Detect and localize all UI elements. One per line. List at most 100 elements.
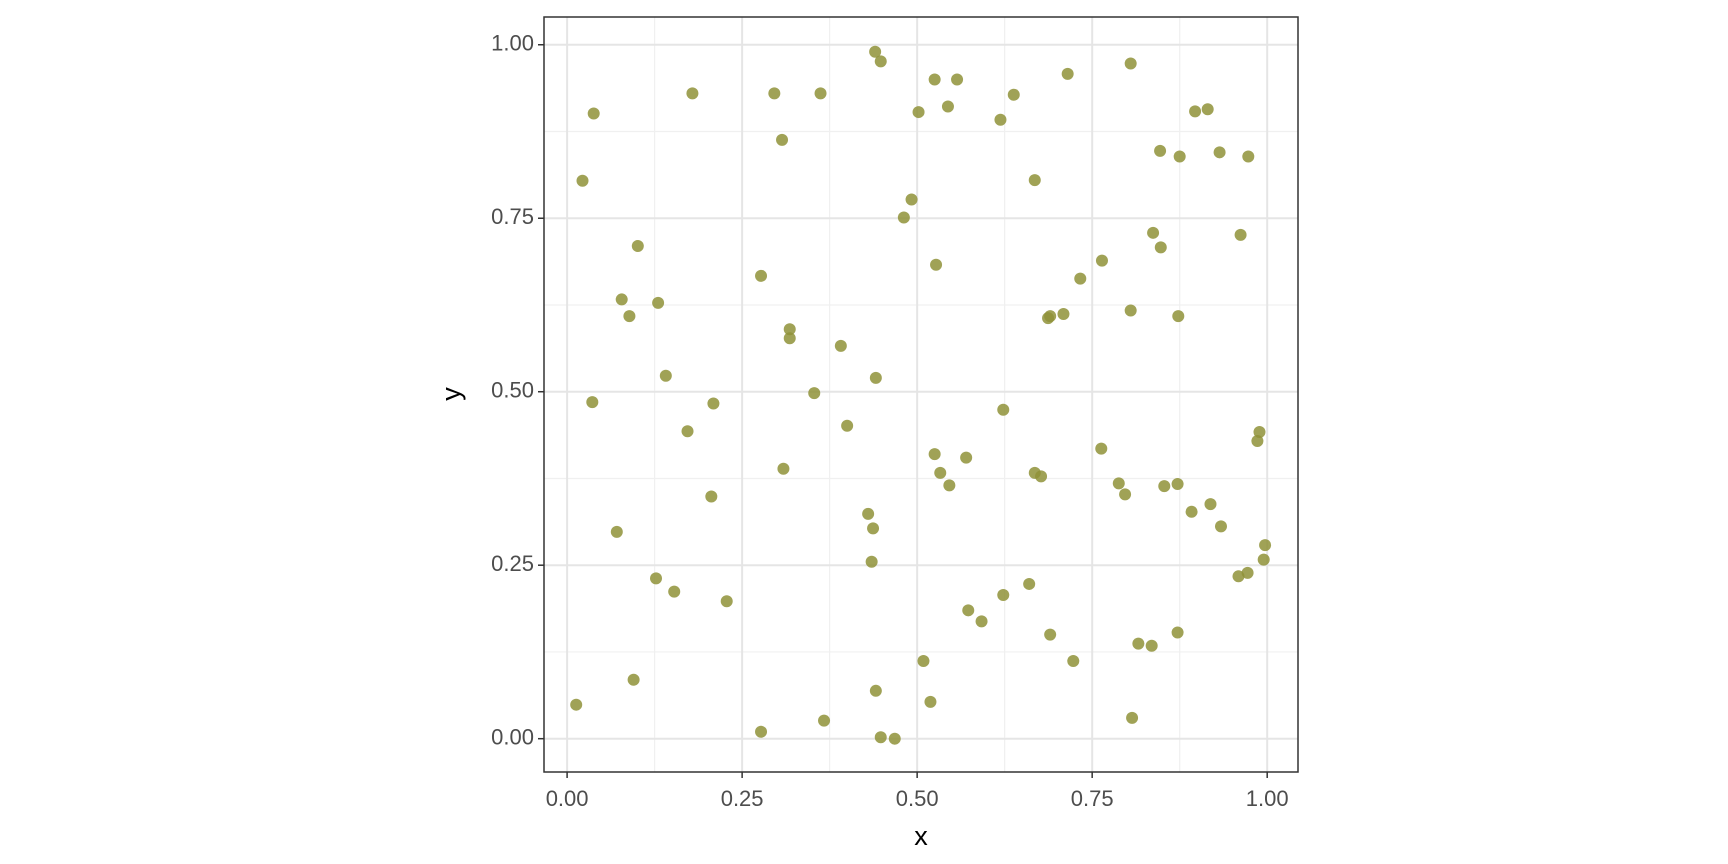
point (905, 193, 918, 206)
point (994, 113, 1007, 126)
point (686, 87, 699, 100)
point (587, 107, 600, 120)
x-tick-label: 0.75 (1071, 786, 1114, 811)
point (818, 714, 831, 727)
point (1214, 520, 1227, 533)
point (1028, 174, 1041, 187)
point (1057, 308, 1070, 321)
point (841, 419, 854, 432)
point (586, 396, 599, 409)
point (681, 425, 694, 438)
point (1185, 505, 1198, 518)
point (668, 585, 681, 598)
y-tick-label: 0.50 (491, 378, 534, 403)
point (720, 595, 733, 608)
point (777, 462, 790, 475)
point (1145, 639, 1158, 652)
point (1132, 637, 1145, 650)
x-tick-label: 0.25 (721, 786, 764, 811)
point (1232, 570, 1245, 583)
x-tick-label: 0.00 (546, 786, 589, 811)
y-tick-label: 0.00 (491, 725, 534, 750)
point (862, 507, 875, 520)
point (1067, 654, 1080, 667)
point (834, 339, 847, 352)
x-tick-label: 1.00 (1246, 786, 1289, 811)
panel-border (543, 16, 1299, 773)
point (570, 698, 583, 711)
point (930, 258, 943, 271)
point (1171, 626, 1184, 639)
point (912, 106, 925, 119)
point (941, 100, 954, 113)
point (615, 293, 628, 306)
point (1201, 103, 1214, 116)
point (1035, 470, 1048, 483)
point (1095, 254, 1108, 267)
point (874, 55, 887, 68)
point (1126, 711, 1139, 724)
point (1124, 304, 1137, 317)
point (783, 323, 796, 336)
x-tick-label: 0.50 (896, 786, 939, 811)
y-axis-title: y (436, 387, 466, 401)
point (659, 369, 672, 382)
point (1124, 57, 1137, 70)
point (1007, 88, 1020, 101)
y-tick-label: 0.25 (491, 551, 534, 576)
point (1173, 150, 1186, 163)
point (814, 87, 827, 100)
point (865, 555, 878, 568)
point (869, 371, 882, 384)
point (962, 604, 975, 617)
point (1242, 150, 1255, 163)
point (874, 731, 887, 744)
point (1061, 67, 1074, 80)
point (934, 466, 947, 479)
point (928, 448, 941, 461)
point (1074, 272, 1087, 285)
point (576, 174, 589, 187)
point (627, 673, 640, 686)
x-axis-title: x (914, 821, 928, 851)
point (623, 310, 636, 323)
point (631, 239, 644, 252)
point (1112, 477, 1125, 490)
point (951, 73, 964, 86)
y-tick-label: 1.00 (491, 31, 534, 56)
point (1257, 553, 1270, 566)
point (1119, 488, 1132, 501)
point (1154, 241, 1167, 254)
point (1154, 144, 1167, 157)
point (707, 397, 720, 410)
point (1241, 566, 1254, 579)
point (997, 403, 1010, 416)
point (776, 133, 789, 146)
point (1253, 425, 1266, 438)
point (755, 725, 768, 738)
point (960, 451, 973, 464)
point (867, 522, 880, 535)
point (997, 589, 1010, 602)
point (610, 525, 623, 538)
point (1158, 480, 1171, 493)
point (1023, 577, 1036, 590)
point (1251, 434, 1264, 447)
point (1259, 539, 1272, 552)
point (1171, 478, 1184, 491)
point (1189, 105, 1202, 118)
point (705, 490, 718, 503)
point (1213, 146, 1226, 159)
point (869, 45, 882, 58)
point (1044, 310, 1057, 323)
point (1234, 228, 1247, 241)
point (755, 269, 768, 282)
point (1095, 442, 1108, 455)
point (869, 684, 882, 697)
point (1204, 498, 1217, 511)
point (917, 654, 930, 667)
point (975, 615, 988, 628)
point (1172, 310, 1185, 323)
point (928, 73, 941, 86)
